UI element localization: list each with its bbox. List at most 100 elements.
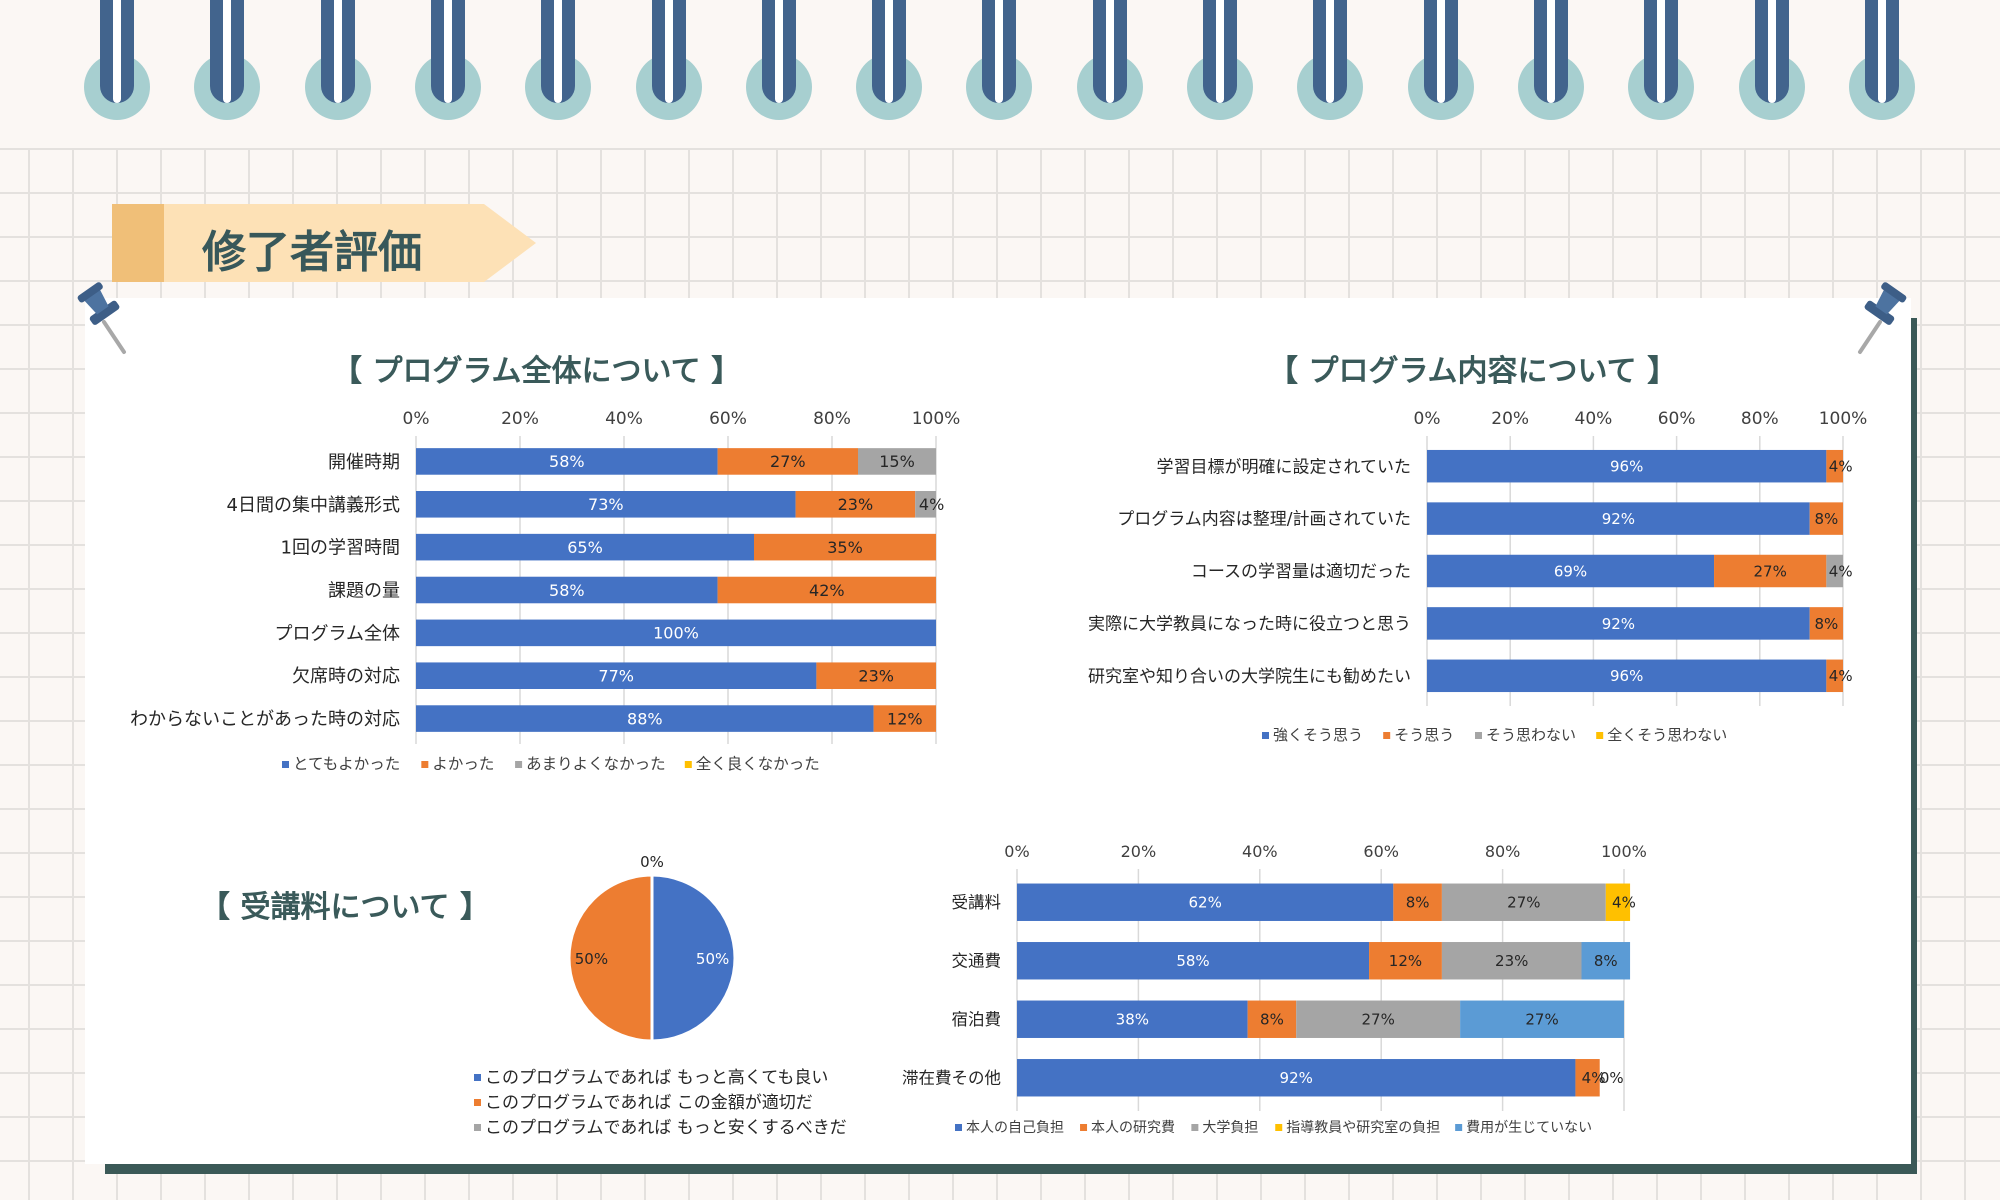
x-tick-label: 80%	[1485, 842, 1521, 861]
pie-data-label: 50%	[696, 950, 729, 968]
bar	[1017, 942, 1370, 980]
data-label: 27%	[1754, 562, 1787, 580]
bar	[416, 533, 754, 561]
legend-swatch	[1262, 732, 1269, 739]
legend-swatch	[1191, 1124, 1199, 1131]
x-tick-label: 0%	[403, 409, 430, 429]
data-label: 35%	[827, 538, 863, 557]
bar	[1460, 1000, 1624, 1038]
bar	[1427, 502, 1810, 535]
legend-entry: 強くそう思う	[1273, 726, 1363, 744]
category-label: 宿泊費	[952, 1010, 1002, 1029]
legend-entry: このプログラムであれば もっと安くするべきだ	[485, 1118, 847, 1138]
legend-swatch	[515, 761, 523, 768]
category-label: 交通費	[952, 952, 1002, 971]
bar	[1441, 942, 1582, 980]
legend-swatch	[1383, 732, 1391, 739]
bar	[416, 491, 796, 518]
bar	[1826, 659, 1843, 693]
data-label: 23%	[838, 495, 874, 514]
bar	[1575, 1059, 1600, 1097]
category-label: 4日間の集中講義形式	[227, 495, 400, 516]
ring-bar	[100, 0, 134, 103]
x-tick-label: 20%	[1491, 409, 1529, 429]
x-tick-label: 40%	[1242, 842, 1278, 861]
data-label: 69%	[1554, 562, 1587, 580]
data-label: 96%	[1610, 458, 1643, 476]
ring-bar	[1864, 0, 1899, 103]
data-label: 4%	[1829, 458, 1853, 476]
data-label: 8%	[1594, 952, 1618, 970]
legend-swatch	[955, 1124, 962, 1131]
data-label: 4%	[1582, 1069, 1606, 1087]
bar	[816, 662, 936, 689]
ring-bar	[761, 0, 796, 103]
data-label: 4%	[1829, 667, 1853, 685]
ring-bar	[1644, 0, 1679, 103]
data-label: 27%	[1361, 1011, 1394, 1029]
data-label: 0%	[1600, 1069, 1624, 1087]
data-label: 27%	[770, 452, 806, 471]
legend-entry: 本人の研究費	[1091, 1120, 1175, 1136]
bar	[1427, 607, 1810, 640]
bar	[1581, 942, 1631, 980]
data-label: 8%	[1814, 615, 1838, 633]
bar	[1441, 883, 1606, 921]
category-label: 受講料	[952, 893, 1002, 912]
ring-bar	[872, 0, 907, 103]
data-label: 8%	[1406, 894, 1430, 912]
data-label: 42%	[809, 581, 845, 600]
ring-bar	[1203, 0, 1237, 103]
data-label: 12%	[1389, 952, 1422, 970]
x-tick-label: 0%	[1414, 409, 1441, 429]
bar	[1017, 1000, 1248, 1038]
category-label: 滞在費その他	[902, 1069, 1001, 1088]
bar	[1017, 883, 1394, 921]
ring-bar	[210, 0, 245, 103]
pie-slice	[567, 873, 654, 1043]
pie-data-label: 50%	[575, 950, 608, 968]
fee-chart-title: 【 受講料について 】	[200, 890, 490, 925]
bar	[1826, 449, 1843, 483]
data-label: 27%	[1507, 894, 1540, 912]
x-tick-label: 40%	[605, 409, 643, 429]
bar	[858, 448, 936, 475]
category-label: プログラム全体	[275, 623, 400, 644]
bar	[717, 448, 858, 475]
legend-entry: そう思わない	[1486, 726, 1576, 744]
category-label: 実際に大学教員になった時に役立つと思う	[1088, 615, 1411, 635]
category-label: 研究室や知り合いの大学院生にも勧めたい	[1088, 667, 1411, 687]
legend-entry: 全く良くなかった	[696, 755, 820, 773]
bar	[416, 619, 936, 647]
legend-swatch	[684, 761, 692, 768]
legend-entry: このプログラムであれば この金額が適切だ	[485, 1093, 813, 1113]
data-label: 62%	[1188, 894, 1221, 912]
bar	[1393, 883, 1442, 921]
bar	[416, 576, 718, 604]
category-label: わからないことがあった時の対応	[130, 709, 400, 730]
bar	[754, 533, 936, 561]
legend-swatch	[1080, 1124, 1088, 1131]
category-label: 課題の量	[328, 580, 400, 601]
data-label: 15%	[879, 452, 915, 471]
category-label: 欠席時の対応	[292, 666, 400, 687]
page-title: 修了者評価	[202, 227, 422, 278]
x-tick-label: 80%	[1741, 409, 1779, 429]
x-tick-label: 20%	[1121, 842, 1157, 861]
ring-bar	[1533, 0, 1568, 103]
data-label: 23%	[858, 666, 894, 685]
ring-bar	[651, 0, 686, 103]
bar	[873, 705, 936, 732]
data-label: 92%	[1602, 510, 1635, 528]
pie-slice	[650, 873, 737, 1043]
bar	[717, 576, 936, 604]
category-label: コースの学習量は適切だった	[1191, 562, 1411, 582]
legend-entry: このプログラムであれば もっと高くても良い	[485, 1068, 828, 1088]
data-label: 4%	[1612, 894, 1636, 912]
bar	[1826, 554, 1843, 588]
category-label: 学習目標が明確に設定されていた	[1157, 457, 1412, 477]
legend-entry: とてもよかった	[293, 755, 400, 773]
